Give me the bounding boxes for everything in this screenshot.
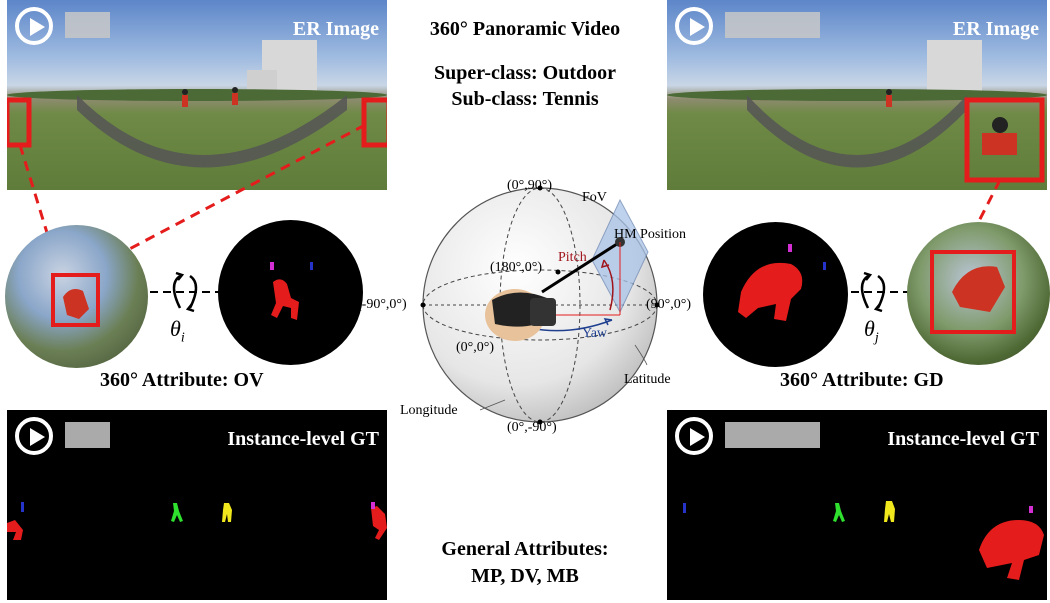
instance-mask: [271, 279, 299, 320]
coord-right-label: (90°,0°): [646, 297, 692, 312]
progress-bar[interactable]: [65, 12, 110, 38]
er-scene-right: [667, 40, 1047, 183]
yaw-arrow-icon: [603, 318, 613, 326]
pole-point: [537, 419, 543, 425]
panel-title: ER Image: [292, 18, 379, 40]
connector-line: [79, 123, 366, 277]
instance-mask: [788, 244, 792, 252]
fisheye-mask-left: [218, 220, 363, 365]
coord-top-label: (0°,90°): [507, 178, 553, 193]
fisheye-view-left: [5, 225, 148, 368]
rotation-arrow-right-icon: [860, 271, 886, 313]
view-direction: [541, 240, 621, 294]
general-attributes-values: MP, DV, MB: [471, 565, 579, 587]
panel-title: Instance-level GT: [887, 428, 1039, 450]
rotation-angle-right: θj: [864, 316, 879, 346]
tree-line: [667, 89, 1047, 101]
longitude-label: Longitude: [400, 403, 458, 418]
coord-bottom-label: (0°,-90°): [507, 420, 557, 435]
play-icon[interactable]: [15, 7, 53, 45]
vr-headset-front: [530, 298, 556, 326]
instance-mask: [21, 502, 24, 512]
highlight-box: [964, 97, 1045, 183]
player-figure: [63, 289, 89, 319]
tennis-net: [747, 95, 967, 168]
gt-image-left: Instance-level GT: [7, 410, 387, 600]
player-figure: [982, 117, 1017, 155]
play-icon[interactable]: [675, 7, 713, 45]
equator-point: [654, 302, 660, 308]
highlight-box: [361, 97, 387, 148]
coord-back-label: (180°,0°): [490, 260, 543, 275]
er-scene-left: [7, 40, 387, 168]
fov-label: FoV: [582, 190, 607, 205]
general-attributes-label: General Attributes:: [441, 538, 609, 560]
highlight-box: [930, 250, 1016, 334]
latitude-label: Latitude: [624, 372, 671, 387]
superclass-label: Super-class: Outdoor: [433, 62, 617, 84]
coord-front-label: (0°,0°): [456, 340, 495, 355]
instance-mask: [371, 506, 387, 540]
instance-mask: [979, 520, 1044, 580]
instance-mask: [371, 502, 375, 509]
gt-mask-left: [7, 502, 387, 540]
fisheye-mask-shapes-right: [738, 244, 826, 321]
sphere-diagram: [420, 185, 660, 425]
highlight-box: [51, 273, 100, 327]
fisheye-scene-left: [51, 273, 100, 327]
play-icon[interactable]: [675, 417, 713, 455]
gt-image-right: Instance-level GT: [667, 410, 1047, 600]
player-figure: [232, 87, 238, 105]
fisheye-mask-shapes-left: [270, 262, 313, 320]
pitch-label: Pitch: [558, 250, 587, 265]
pitch-arc: [603, 259, 614, 311]
instance-mask: [310, 262, 313, 270]
instance-mask: [270, 262, 274, 270]
progress-bar[interactable]: [65, 422, 110, 448]
instance-mask: [884, 501, 895, 522]
longitude-leader: [479, 399, 506, 411]
gt-mask-right: [683, 501, 1044, 580]
equator-point: [420, 302, 426, 308]
panel-title: Instance-level GT: [227, 428, 379, 450]
yaw-label: Yaw: [582, 326, 608, 341]
instance-mask: [171, 503, 183, 522]
instance-mask: [683, 503, 686, 513]
subclass-label: Sub-class: Tennis: [451, 88, 599, 110]
instance-mask: [833, 503, 845, 522]
pitch-arrow-icon: [600, 259, 610, 269]
panel-title: ER Image: [952, 18, 1039, 40]
fisheye-scene-right: [930, 250, 1016, 334]
er-image-left: ER Image: [7, 0, 387, 190]
tree-line: [7, 89, 387, 101]
play-icon[interactable]: [15, 417, 53, 455]
equator-point: [555, 269, 561, 275]
attribute-label-right: 360° Attribute: GD: [780, 369, 944, 391]
instance-mask: [222, 503, 232, 522]
instance-mask: [738, 262, 803, 321]
fisheye-view-right: [907, 222, 1050, 365]
coord-left-label: (-90°,0°): [357, 297, 407, 312]
progress-bar[interactable]: [725, 12, 820, 38]
player-figure: [182, 89, 188, 107]
hm-position-label: HM Position: [614, 227, 686, 242]
fisheye-mask-right: [703, 222, 848, 367]
attribute-label-left: 360° Attribute: OV: [100, 369, 264, 391]
pole-point: [537, 185, 543, 191]
er-image-right: ER Image: [667, 0, 1047, 190]
connector-line: [18, 144, 62, 276]
progress-bar[interactable]: [725, 422, 820, 448]
building: [927, 40, 982, 95]
highlight-box: [7, 97, 32, 148]
player-figure: [886, 89, 892, 107]
instance-mask: [823, 262, 826, 270]
instance-mask: [7, 520, 23, 540]
tennis-net: [77, 95, 347, 168]
latitude-leader: [634, 344, 648, 366]
player-figure: [952, 266, 1005, 312]
rotation-arrow-left-icon: [172, 271, 198, 313]
rotation-angle-left: θi: [170, 316, 185, 346]
video-title: 360° Panoramic Video: [429, 18, 621, 40]
instance-mask: [1029, 506, 1033, 513]
